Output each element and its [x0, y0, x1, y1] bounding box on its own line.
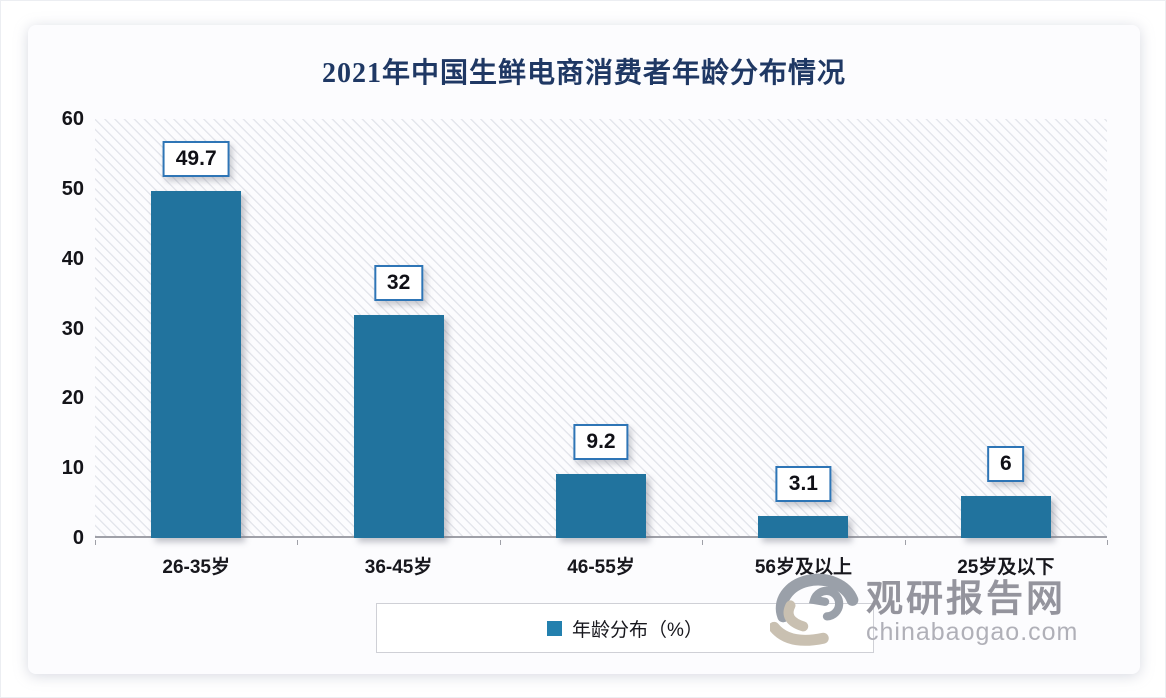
x-axis-tick	[297, 540, 299, 545]
bar-value-label: 9.2	[573, 423, 629, 460]
x-category-label: 25岁及以下	[957, 557, 1055, 578]
bar	[556, 473, 646, 538]
bar-value-label: 3.1	[775, 466, 831, 503]
x-category-label: 36-45岁	[364, 557, 433, 578]
x-axis-tick	[904, 540, 906, 545]
plot-area	[95, 119, 1107, 538]
x-axis-tick	[499, 540, 501, 545]
bar	[353, 314, 444, 538]
watermark-text: 观研报告网 chinabaogao.com	[866, 577, 1079, 646]
legend: 年龄分布（%）	[376, 603, 874, 653]
chart-card: 2021年中国生鲜电商消费者年龄分布情况 0 10 20 30 40 50 60 49.7 3…	[28, 25, 1140, 674]
y-tick-label: 20	[61, 387, 84, 410]
y-tick-label: 10	[61, 457, 84, 480]
bar-value-label: 32	[373, 264, 424, 301]
chart-title: 2021年中国生鲜电商消费者年龄分布情况	[321, 58, 846, 89]
x-axis-tick	[702, 540, 704, 545]
bar-value-label: 6	[986, 446, 1025, 483]
y-tick-label: 50	[61, 177, 84, 200]
watermark-site-name: 观研报告网	[866, 577, 1066, 619]
y-tick-label: 30	[61, 317, 84, 340]
y-tick-label: 40	[61, 247, 84, 270]
x-axis-tick	[95, 540, 96, 545]
x-category-label: 56岁及以上	[754, 557, 852, 578]
bar	[960, 496, 1051, 538]
y-tick-label: 60	[61, 108, 84, 130]
bar	[758, 516, 849, 538]
bar	[151, 190, 242, 538]
x-category-label: 46-55岁	[567, 557, 635, 578]
x-axis-tick	[1107, 540, 1108, 545]
legend-label: 年龄分布（%）	[572, 619, 703, 641]
y-tick-label: 0	[72, 527, 84, 549]
legend-marker-icon	[547, 620, 563, 636]
x-category-label: 26-35岁	[162, 557, 230, 578]
watermark-site-url: chinabaogao.com	[866, 617, 1079, 646]
bar-value-label: 49.7	[162, 140, 230, 177]
